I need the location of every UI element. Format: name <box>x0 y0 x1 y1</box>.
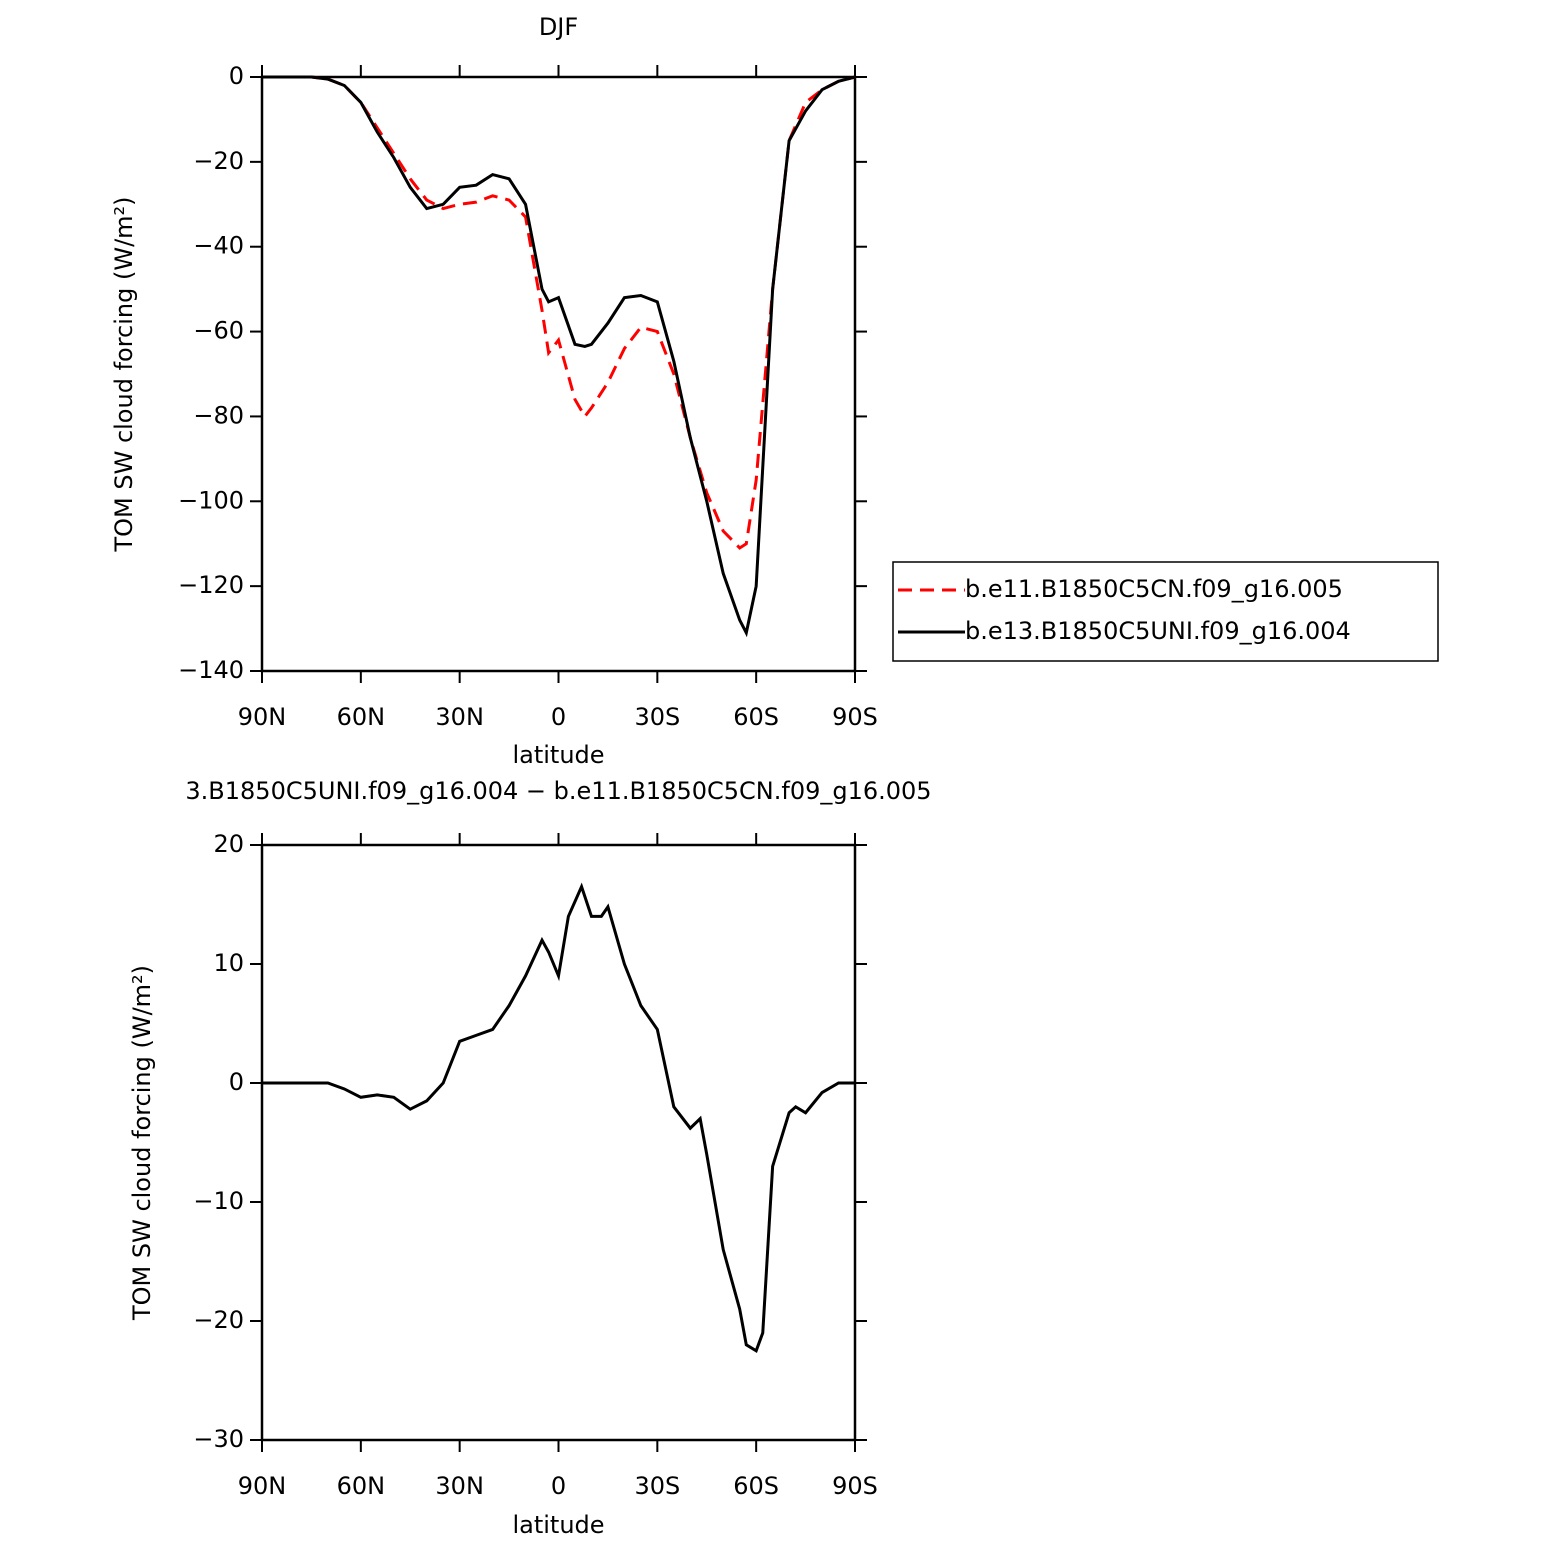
y-tick-label: −10 <box>193 1187 244 1215</box>
x-axis-label: latitude <box>512 741 604 769</box>
x-tick-label: 90S <box>832 1472 878 1500</box>
legend-label: b.e13.B1850C5UNI.f09_g16.004 <box>965 617 1351 645</box>
x-tick-label: 0 <box>551 1472 566 1500</box>
y-tick-label: −140 <box>178 656 244 684</box>
x-tick-label: 30N <box>435 1472 484 1500</box>
y-tick-label: −30 <box>193 1425 244 1453</box>
y-tick-label: 20 <box>213 830 244 858</box>
y-tick-label: −60 <box>193 317 244 345</box>
y-tick-label: 0 <box>229 1068 244 1096</box>
x-tick-label: 30S <box>634 1472 680 1500</box>
x-tick-label: 30S <box>634 703 680 731</box>
x-tick-label: 60S <box>733 703 779 731</box>
y-tick-label: −100 <box>178 486 244 514</box>
y-tick-label: 0 <box>229 62 244 90</box>
x-tick-label: 60N <box>337 1472 386 1500</box>
legend-label: b.e11.B1850C5CN.f09_g16.005 <box>965 575 1343 603</box>
y-tick-label: −20 <box>193 1306 244 1334</box>
y-tick-label: −20 <box>193 147 244 175</box>
y-tick-label: −40 <box>193 232 244 260</box>
y-tick-label: 10 <box>213 949 244 977</box>
x-tick-label: 30N <box>435 703 484 731</box>
x-tick-label: 90N <box>238 703 287 731</box>
chart-title: DJF <box>539 13 578 41</box>
x-tick-label: 0 <box>551 703 566 731</box>
y-tick-label: −120 <box>178 571 244 599</box>
x-axis-label: latitude <box>512 1511 604 1539</box>
chart-title: 3.B1850C5UNI.f09_g16.004 − b.e11.B1850C5… <box>185 777 931 805</box>
y-axis-label: TOM SW cloud forcing (W/m²) <box>110 196 138 552</box>
x-tick-label: 60N <box>337 703 386 731</box>
x-tick-label: 60S <box>733 1472 779 1500</box>
data-line <box>262 75 856 550</box>
data-line <box>262 75 856 638</box>
x-tick-label: 90N <box>238 1472 287 1500</box>
x-tick-label: 90S <box>832 703 878 731</box>
y-axis-label: TOM SW cloud forcing (W/m²) <box>128 965 156 1321</box>
plot-frame <box>260 843 857 1442</box>
data-line <box>262 882 855 1353</box>
y-tick-label: −80 <box>193 401 244 429</box>
legend-box <box>892 561 1439 662</box>
